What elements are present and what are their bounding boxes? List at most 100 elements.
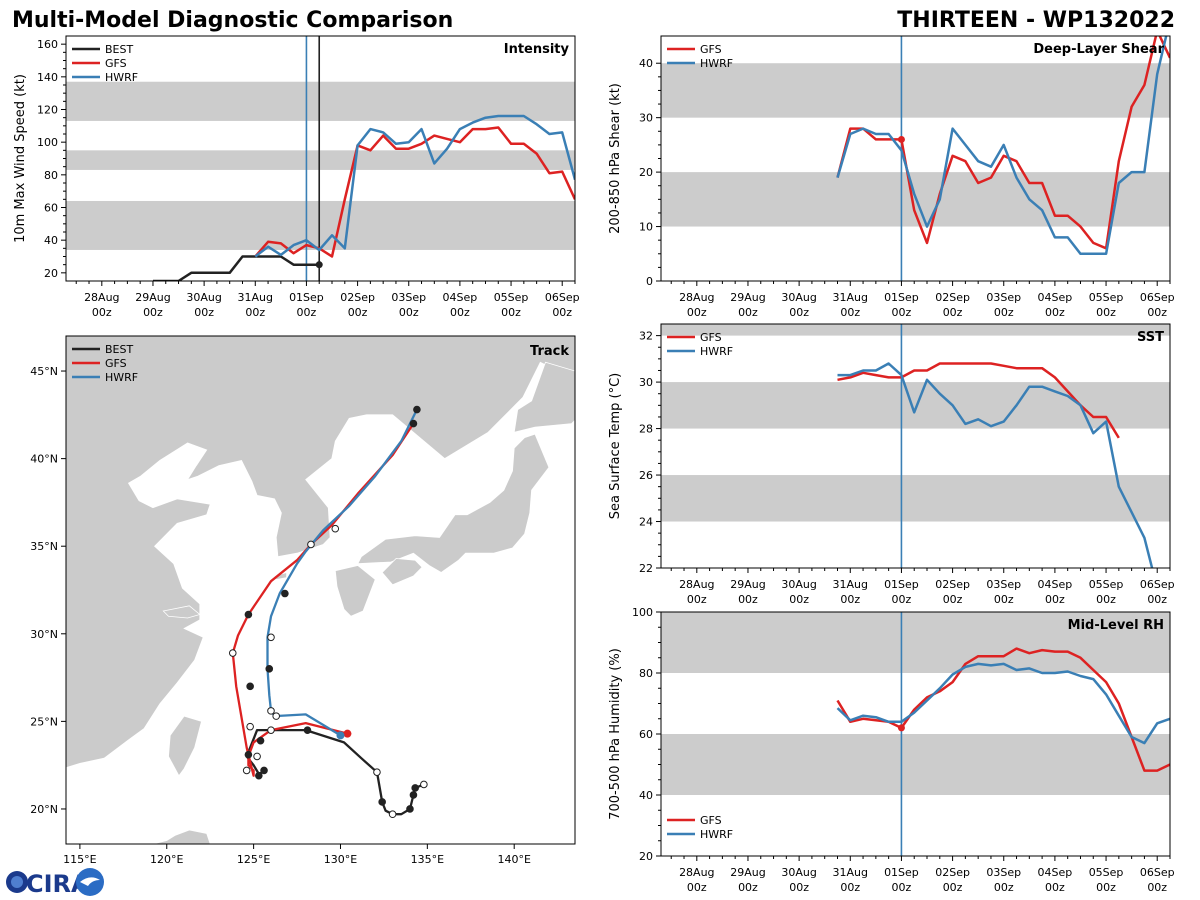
shear-ytick-label: 10 [639,221,653,234]
sst-ytick-label: 26 [639,469,653,482]
sst-xtick-date: 29Aug [730,578,765,591]
shear-xtick-date: 29Aug [730,291,765,304]
logo-globe-inner-icon [11,876,23,888]
intensity-title: Intensity [504,42,570,57]
intensity-series-hwrf [254,114,575,258]
rh-xtick-hour: 00z [1147,881,1167,894]
rh-xtick-hour: 00z [840,881,860,894]
rh-xtick-hour: 00z [1045,881,1065,894]
intensity-legend-label-gfs: GFS [105,57,127,70]
sst-ylabel: Sea Surface Temp (°C) [608,373,623,520]
track-point [413,405,421,414]
shear-xtick-hour: 00z [687,306,707,319]
track-point [267,707,275,715]
land-hokkaido [513,361,575,433]
track-series-best [245,728,425,816]
shear-ytick-label: 30 [639,112,653,125]
shear-xtick-date: 31Aug [833,291,868,304]
sst-panel: 22 24 26 28 30 32 28Aug 00z 29Aug 00z 30Aug 00z 31Au… [608,323,1175,606]
track-xtick-label: 125°E [237,853,270,866]
intensity-band-2 [66,81,575,121]
intensity-xtick-date: 03Sep [391,291,426,304]
sst-xtick-hour: 00z [943,593,963,606]
track-legend-label-best: BEST [105,343,133,356]
sst-xtick-hour: 00z [892,593,912,606]
intensity-plot-area [66,36,575,281]
track-xtick-label: 120°E [150,853,183,866]
rh-xtick-date: 29Aug [730,866,765,879]
shear-xtick-hour: 00z [943,306,963,319]
rh-legend-label-hwrf: HWRF [700,828,733,841]
rh-xtick-hour: 00z [994,881,1014,894]
cira-logo: CIRA [6,868,104,898]
sst-band-1 [661,382,1170,429]
track-ytick-label: 30°N [30,628,58,641]
track-panel: 115°E 120°E 125°E 130°E 135°E 140°E 20°N 25°N 30… [30,335,576,866]
rh-xtick-date: 01Sep [884,866,919,879]
track-title: Track [530,344,569,359]
track-ytick-label: 45°N [30,365,58,378]
track-point [265,665,274,673]
rh-xtick-hour: 00z [943,881,963,894]
intensity-series-best [153,255,320,281]
track-map-area [66,336,575,844]
rh-legend-label-gfs: GFS [700,814,722,827]
intensity-series-gfs [254,126,575,258]
intensity-xtick-date: 28Aug [84,291,119,304]
rh-xtick-date: 06Sep [1140,866,1175,879]
shear-title: Deep-Layer Shear [1033,42,1164,57]
intensity-xtick-hour: 00z [245,306,265,319]
rh-marker-0 [897,724,905,732]
track-point [411,784,419,792]
shear-xtick-date: 01Sep [884,291,919,304]
rh-series-gfs [836,647,1170,772]
sst-xtick-hour: 00z [994,593,1014,606]
track-point [260,766,268,775]
sst-xtick-hour: 00z [789,593,809,606]
rh-ytick-label: 100 [632,606,653,619]
track-point [246,722,254,731]
rh-ytick-label: 20 [639,850,653,863]
track-point [255,771,263,780]
shear-series-hwrf [836,36,1168,256]
intensity-xtick-hour: 00z [143,306,163,319]
rh-xtick-hour: 00z [789,881,809,894]
rh-ylabel: 700-500 hPa Humidity (%) [608,648,623,820]
shear-xtick-hour: 00z [1045,306,1065,319]
track-xtick-label: 140°E [497,853,530,866]
intensity-xtick-date: 29Aug [135,291,170,304]
rh-ytick-label: 80 [639,667,653,680]
sst-xtick-hour: 00z [738,593,758,606]
intensity-legend-label-best: BEST [105,43,133,56]
intensity-xtick-hour: 00z [501,306,521,319]
rh-xtick-date: 03Sep [986,866,1021,879]
storm-id: THIRTEEN - WP132022 [897,8,1175,33]
intensity-xtick-hour: 00z [194,306,214,319]
intensity-xtick-hour: 00z [450,306,470,319]
shear-xtick-hour: 00z [738,306,758,319]
intensity-xtick-hour: 00z [297,306,317,319]
land-mainland [66,336,575,769]
track-point [244,750,253,759]
sst-xtick-hour: 00z [1147,593,1167,606]
track-point [244,610,253,619]
track-point [281,589,289,598]
shear-legend-label-gfs: GFS [700,43,722,56]
rh-xtick-hour: 00z [738,881,758,894]
track-legend-label-hwrf: HWRF [105,371,138,384]
rh-ytick-label: 60 [639,728,653,741]
rh-band-0 [661,734,1170,795]
intensity-xtick-date: 02Sep [340,291,375,304]
shear-ytick-label: 40 [639,57,653,70]
sst-ytick-label: 24 [639,516,653,529]
logo-bird-shape-icon [80,877,100,886]
track-end-marker-0 [343,729,352,738]
sst-legend-label-hwrf: HWRF [700,345,733,358]
sst-xtick-hour: 00z [840,593,860,606]
rh-xtick-date: 31Aug [833,866,868,879]
intensity-xtick-date: 01Sep [289,291,324,304]
intensity-xtick-hour: 00z [399,306,419,319]
figure-title: Multi-Model Diagnostic Comparison [12,8,453,33]
track-xtick-label: 135°E [411,853,444,866]
intensity-xtick-date: 06Sep [545,291,580,304]
